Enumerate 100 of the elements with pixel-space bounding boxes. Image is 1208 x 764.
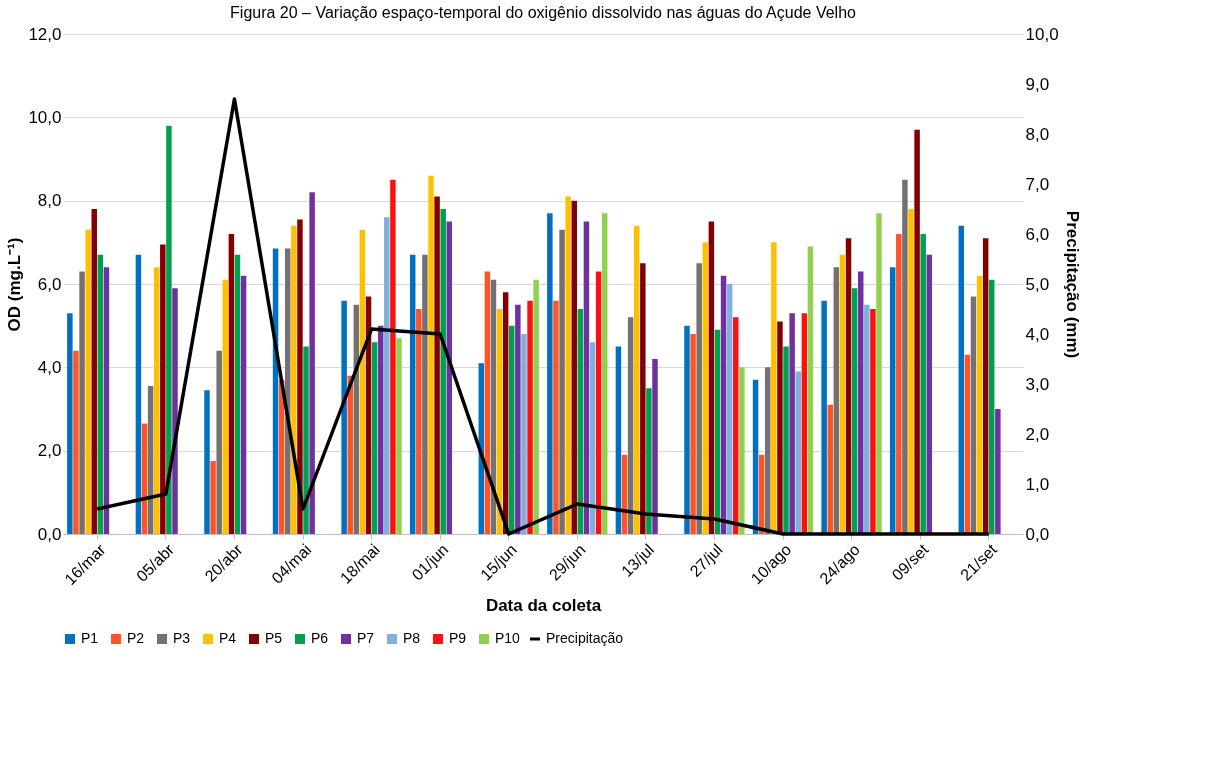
legend-label: P5 [265,630,283,646]
bar [428,175,434,534]
bar [396,338,402,534]
y2-tick-label: 3,0 [1025,374,1050,394]
bar [303,346,309,534]
bar [341,300,347,534]
bar [833,267,840,534]
line-series [95,97,991,536]
bar [565,196,571,534]
bar [640,263,646,534]
bar [827,404,833,534]
y2-tick-label: 4,0 [1025,324,1050,344]
bar [422,254,428,534]
bar [160,244,166,534]
bar [434,196,440,534]
bar [726,284,733,534]
bar [589,342,596,534]
bar [547,213,553,534]
bar [166,125,172,534]
bar [920,234,926,534]
bar [571,200,577,534]
y-tick-label: 8,0 [37,191,62,211]
y2-tick-label: 6,0 [1025,224,1050,244]
legend-label: Precipitação [546,630,624,646]
y-axis-title: OD (mg.L⁻¹) [5,237,25,332]
bar [970,296,977,534]
bar [204,390,210,534]
bar [601,213,608,534]
y2-tick-label: 10,0 [1025,24,1059,44]
legend-label: P4 [219,630,237,646]
bar [384,217,390,534]
legend-label: P10 [495,630,521,646]
bar [559,229,565,534]
bar [783,346,789,534]
bar [553,300,559,534]
bar [515,304,521,534]
bar [440,209,446,534]
bar [807,246,814,534]
bar [896,234,902,534]
bar [533,279,539,534]
bar [222,279,229,534]
bar [583,221,590,534]
bar [309,192,315,534]
x-axis-title: Data da coleta [485,596,602,616]
legend-label: P7 [357,630,375,646]
bar [210,461,216,534]
y2-axis-title: Precipitação (mm) [1062,210,1082,359]
y-tick-label: 2,0 [37,441,62,461]
bar [964,354,971,534]
bar [870,309,876,534]
bar [857,271,864,534]
bar [228,234,235,534]
bar [926,254,933,534]
bar [595,271,602,534]
bar [795,371,801,534]
bar [627,317,634,534]
chart-title: Figura 20 – Variação espaço-temporal do oxigênio dissolvido nas águas do Açude Velho [230,4,857,21]
bar [521,334,527,534]
bar [876,213,882,534]
bar [958,225,965,534]
bar [995,409,1001,534]
legend-label: P8 [403,630,421,646]
bar [377,325,384,534]
bar [684,325,690,534]
bar [908,209,914,534]
bar [702,242,709,534]
bar [509,325,515,534]
bar [851,288,858,534]
bar [914,129,920,534]
y2-tick-label: 2,0 [1025,424,1050,444]
y-tick-label: 12,0 [28,24,62,44]
bar [103,267,110,534]
bar [633,225,640,534]
legend-label: P3 [173,630,191,646]
y-tick-label: 6,0 [37,274,62,294]
bar [801,313,808,534]
bar [79,271,85,534]
legend-label: P1 [81,630,99,646]
y2-tick-label: 7,0 [1025,174,1050,194]
y2-tick-label: 1,0 [1025,474,1050,494]
bar [889,267,896,534]
bar [291,225,297,534]
y-tick-label: 4,0 [37,357,62,377]
bar [696,263,702,534]
bar [85,229,91,534]
bar [652,359,658,534]
y2-tick-label: 0,0 [1025,524,1050,544]
bar [989,279,995,534]
legend-label: P2 [127,630,145,646]
bar [416,309,422,534]
bar [67,313,73,534]
bar [97,254,104,534]
bar [720,275,727,534]
bar [982,238,989,534]
bar [708,221,715,534]
bar [240,275,247,534]
bar [390,179,396,534]
bar [839,254,846,534]
bar [765,367,771,534]
bar [845,238,852,534]
